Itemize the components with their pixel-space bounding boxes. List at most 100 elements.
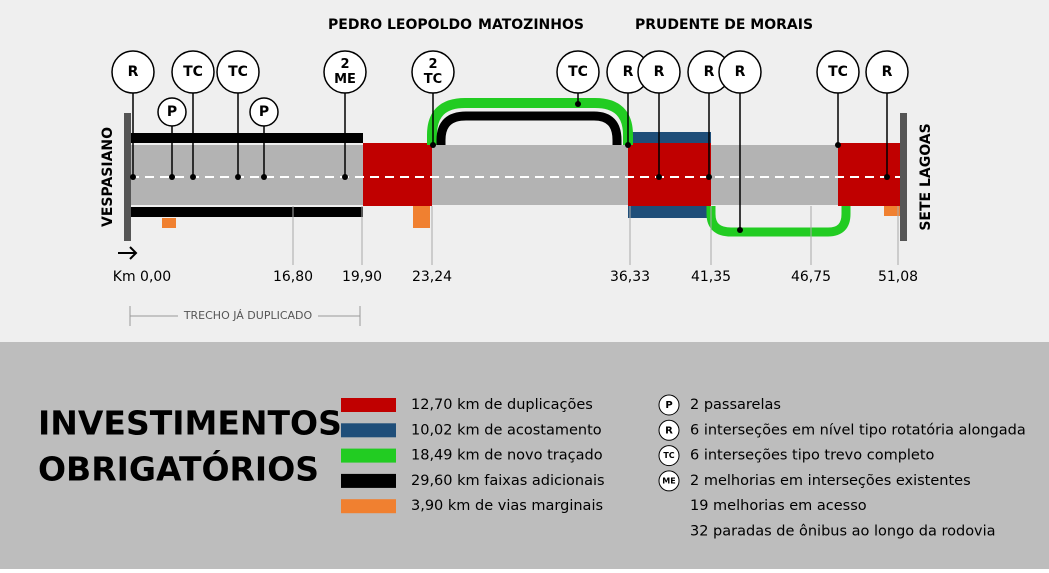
marker-dot xyxy=(656,174,662,180)
marker-label: R xyxy=(704,64,715,80)
duplication xyxy=(628,143,711,206)
marker xyxy=(865,50,909,94)
town-label: MATOZINHOS xyxy=(478,17,584,33)
marker-dot xyxy=(575,101,581,107)
legend-label: 10,02 km de acostamento xyxy=(411,422,602,438)
legend-swatch xyxy=(341,423,396,438)
duplicated-note: TRECHO JÁ DUPLICADO xyxy=(183,309,313,322)
marker xyxy=(323,50,367,94)
marker-dot xyxy=(235,174,241,180)
endpoint-label: SETE LAGOAS xyxy=(918,123,934,230)
marker-label: R xyxy=(654,64,665,80)
marker-label: R xyxy=(735,64,746,80)
legend-icon-label: R xyxy=(665,425,673,436)
marker-label: TC xyxy=(568,64,588,80)
marker-dot xyxy=(706,174,712,180)
side-road xyxy=(162,218,176,228)
label-bg xyxy=(178,308,318,324)
marker-label: TC xyxy=(183,64,203,80)
marker-dot xyxy=(190,174,196,180)
legend-label: 6 interseções tipo trevo completo xyxy=(690,448,935,464)
km-label: 36,33 xyxy=(610,269,650,285)
new-route xyxy=(706,206,851,237)
town-label: PRUDENTE DE MORAIS xyxy=(635,17,813,33)
legend-label: 12,70 km de duplicações xyxy=(411,397,593,413)
marker xyxy=(637,50,681,94)
km-label: 41,35 xyxy=(691,269,731,285)
legend-swatch xyxy=(341,499,396,514)
new-route xyxy=(427,98,633,145)
marker xyxy=(816,50,860,94)
marker-dot xyxy=(130,174,136,180)
marker-label: TC xyxy=(828,64,848,80)
marker-dot xyxy=(625,142,631,148)
marker-label: ME xyxy=(334,72,356,87)
legend-label: 3,90 km de vias marginais xyxy=(411,498,603,514)
marker xyxy=(718,50,762,94)
direction-arrow xyxy=(118,246,138,260)
legend-icon-label: P xyxy=(665,400,672,411)
legend-panel xyxy=(0,342,1049,569)
marker-label: R xyxy=(882,64,893,80)
marker xyxy=(171,50,215,94)
marker xyxy=(157,97,187,127)
legend-label: 29,60 km faixas adicionais xyxy=(411,473,605,489)
marker-label: R xyxy=(623,64,634,80)
marker-dot xyxy=(835,142,841,148)
legend-swatch xyxy=(341,448,396,463)
km-label: Km 0,00 xyxy=(113,269,171,285)
km-label: 46,75 xyxy=(791,269,831,285)
legend-label: 19 melhorias em acesso xyxy=(690,498,867,514)
shoulder xyxy=(628,132,711,143)
legend-label: 2 passarelas xyxy=(690,397,781,413)
extra-lane xyxy=(130,133,363,143)
legend-icon-label: TC xyxy=(663,451,674,460)
marker-label: TC xyxy=(424,72,442,87)
duplication xyxy=(363,143,432,206)
legend-swatch xyxy=(341,473,396,488)
town-label: PEDRO LEOPOLDO xyxy=(328,17,472,33)
legend-swatch xyxy=(341,398,396,412)
legend-title: OBRIGATÓRIOS xyxy=(38,449,319,489)
km-label: 16,80 xyxy=(273,269,313,285)
legend-title: INVESTIMENTOS xyxy=(38,404,342,443)
marker-label: R xyxy=(128,64,139,80)
extra-lane xyxy=(130,207,363,217)
marker xyxy=(249,97,279,127)
marker-label: 2 xyxy=(428,57,437,72)
side-road xyxy=(884,206,900,216)
legend-icon-label: ME xyxy=(662,476,675,485)
marker-dot xyxy=(737,227,743,233)
extra-lane-route xyxy=(436,111,622,145)
duplication xyxy=(838,143,900,206)
marker-label: P xyxy=(259,104,269,120)
endpoint-label: VESPASIANO xyxy=(100,127,116,227)
legend-icon xyxy=(658,394,680,416)
marker xyxy=(411,50,455,94)
marker-dot xyxy=(261,174,267,180)
legend-label: 32 paradas de ônibus ao longo da rodovia xyxy=(690,524,996,540)
end-post xyxy=(900,113,907,241)
marker-dot xyxy=(169,174,175,180)
end-post xyxy=(124,113,131,241)
marker-dot xyxy=(430,142,436,148)
shoulder xyxy=(628,206,711,218)
marker xyxy=(216,50,260,94)
km-label: 19,90 xyxy=(342,269,382,285)
legend-icon xyxy=(658,470,680,492)
marker-label: TC xyxy=(228,64,248,80)
marker-dot xyxy=(342,174,348,180)
road xyxy=(130,145,900,205)
marker xyxy=(111,50,155,94)
legend-label: 2 melhorias em interseções existentes xyxy=(690,473,971,489)
legend-icon xyxy=(658,445,680,467)
side-road xyxy=(413,206,430,228)
marker xyxy=(556,50,600,94)
km-label: 23,24 xyxy=(412,269,452,285)
legend-label: 18,49 km de novo traçado xyxy=(411,448,603,464)
legend-label: 6 interseções em nível tipo rotatória al… xyxy=(690,422,1026,438)
marker-label: 2 xyxy=(340,57,349,72)
marker-label: P xyxy=(167,104,177,120)
legend-icon xyxy=(658,419,680,441)
